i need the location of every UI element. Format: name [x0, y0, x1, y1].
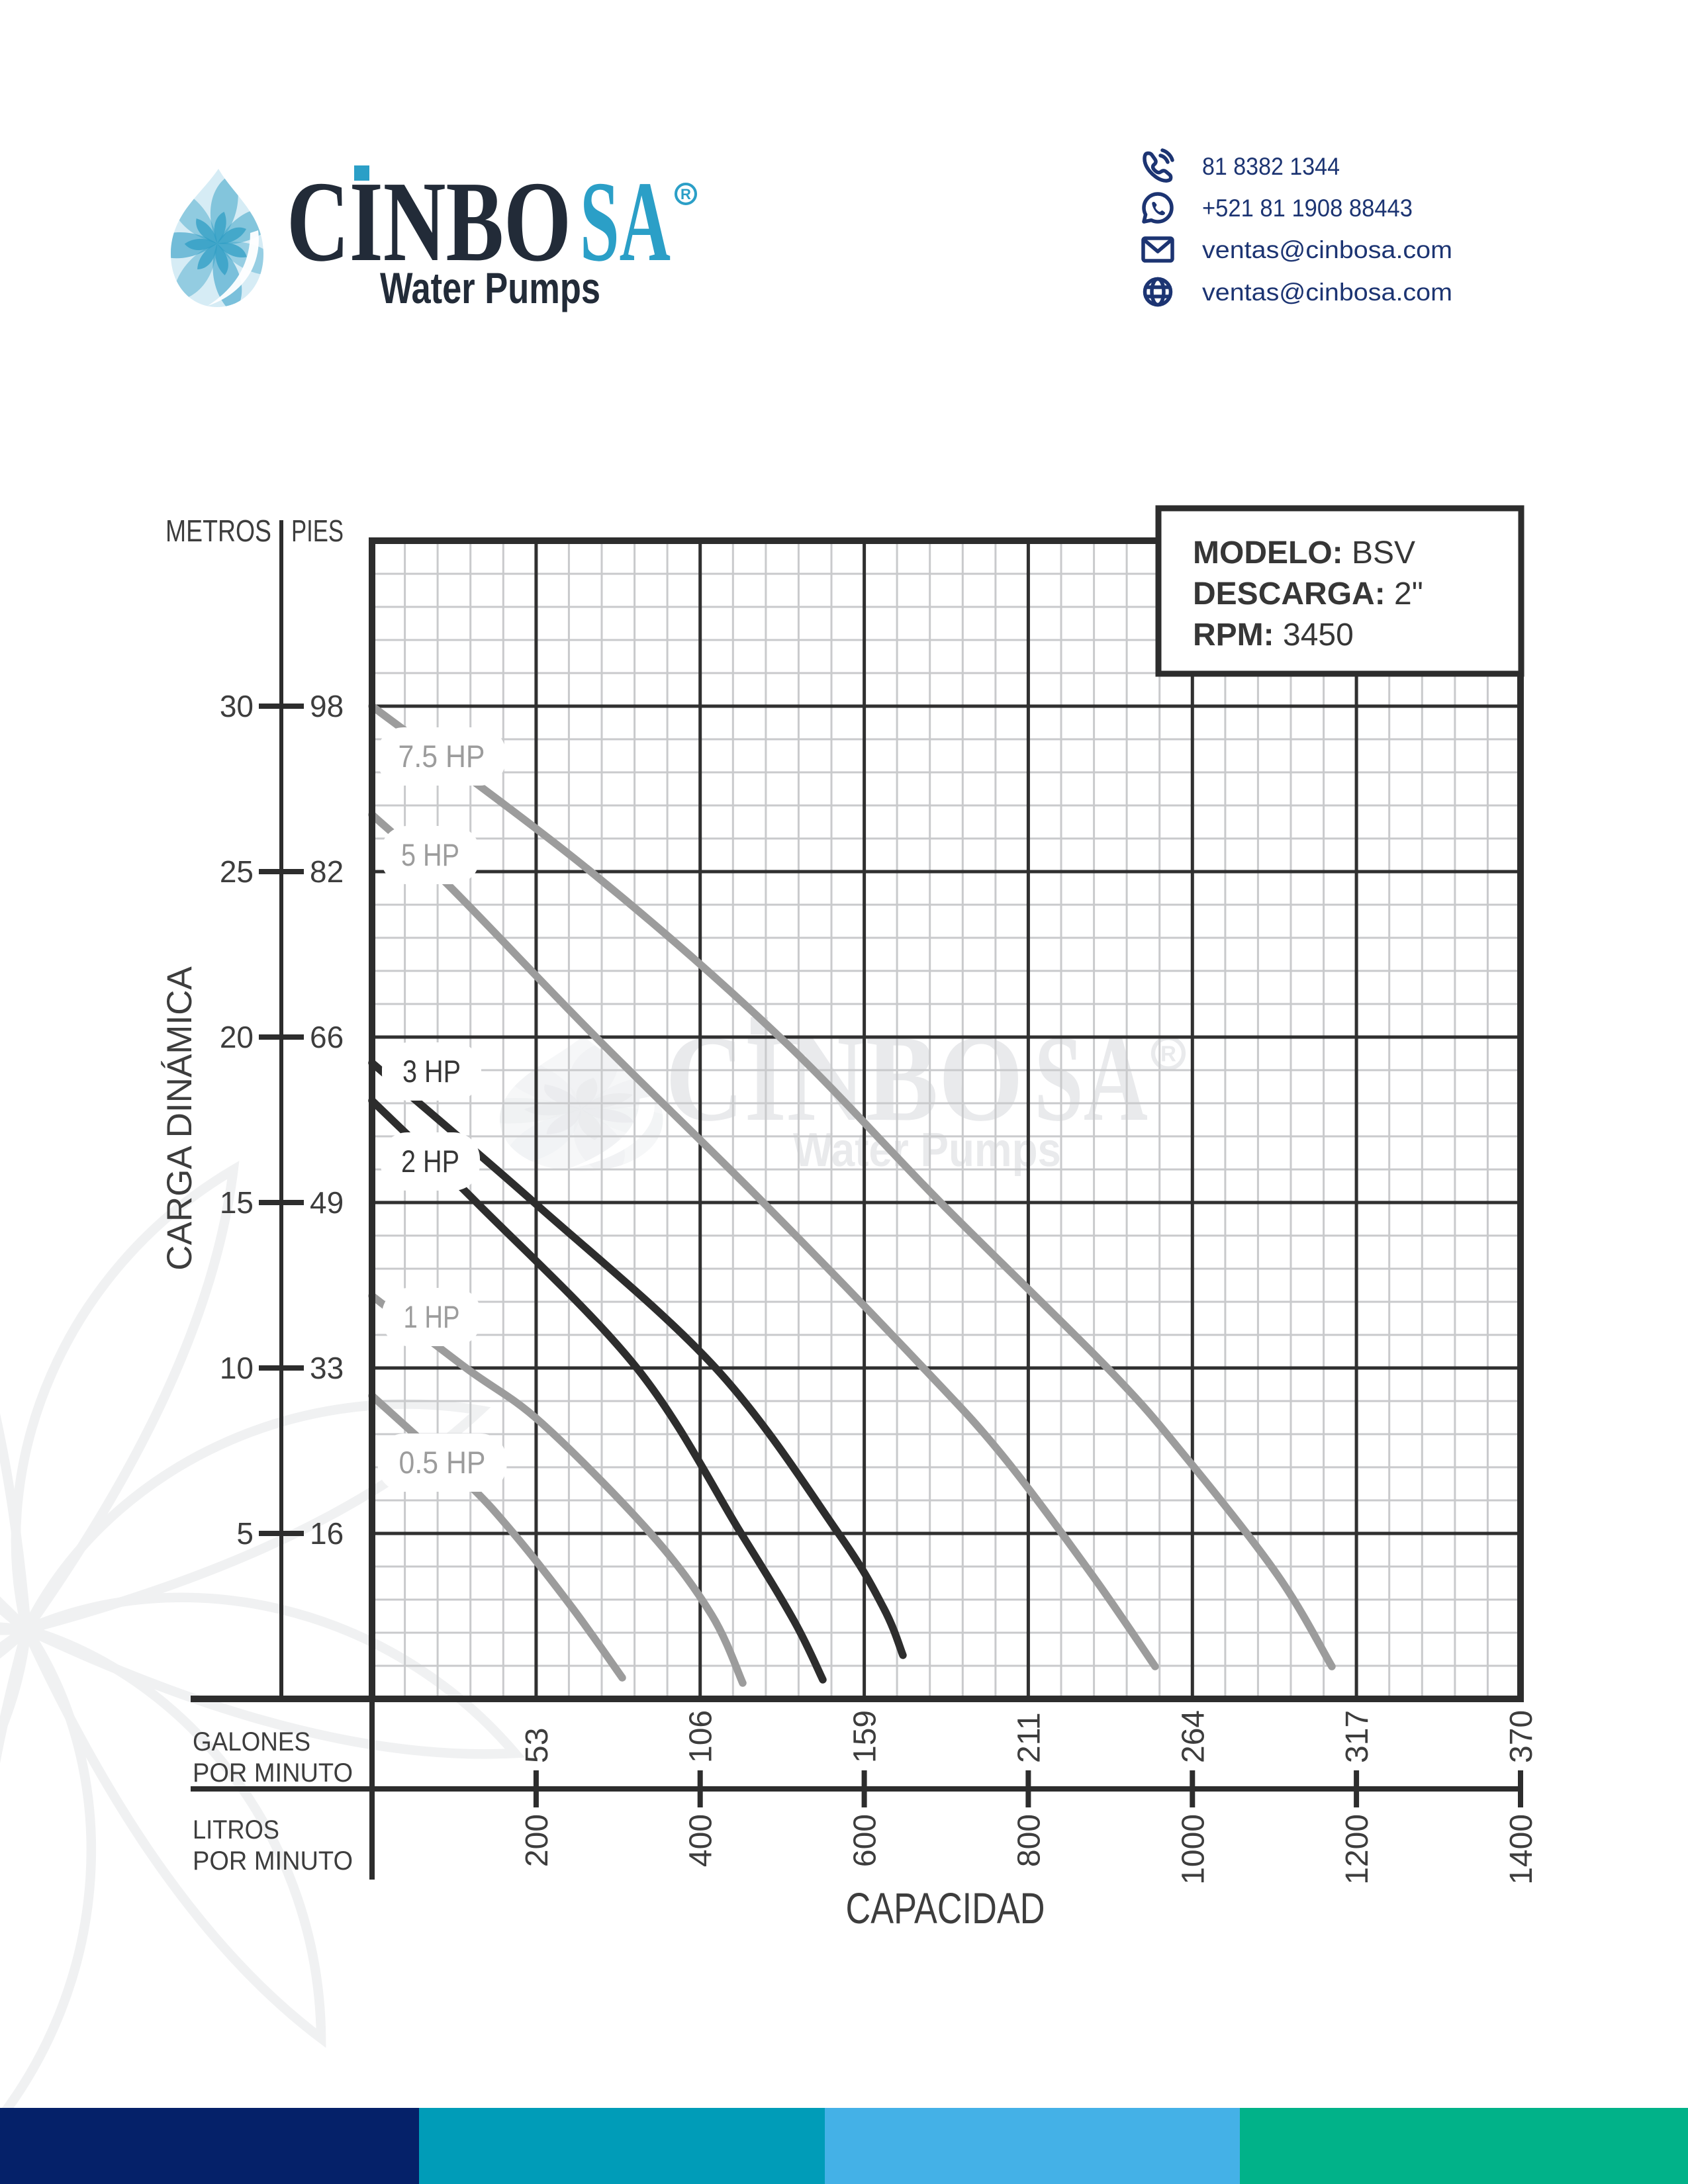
svg-text:98: 98: [310, 689, 344, 723]
svg-text:LITROS: LITROS: [193, 1815, 279, 1844]
svg-text:CINBO: CINBO: [665, 1010, 1023, 1147]
svg-text:+521 81 1908 88443: +521 81 1908 88443: [1202, 195, 1413, 222]
svg-text:3 HP: 3 HP: [402, 1054, 461, 1089]
svg-text:Water Pumps: Water Pumps: [793, 1124, 1061, 1177]
svg-text:CARGA DINÁMICA: CARGA DINÁMICA: [160, 966, 199, 1271]
svg-text:66: 66: [310, 1020, 344, 1054]
svg-text:53: 53: [520, 1728, 555, 1763]
svg-text:600: 600: [848, 1814, 883, 1867]
svg-text:1 HP: 1 HP: [404, 1299, 460, 1334]
svg-text:ventas@cinbosa.com: ventas@cinbosa.com: [1202, 279, 1452, 306]
svg-text:1200: 1200: [1340, 1814, 1375, 1885]
svg-text:317: 317: [1340, 1710, 1375, 1763]
svg-text:16: 16: [310, 1516, 344, 1551]
svg-text:SA: SA: [580, 158, 671, 285]
svg-text:20: 20: [220, 1020, 254, 1054]
svg-text:METROS: METROS: [165, 514, 271, 548]
svg-text:Water Pumps: Water Pumps: [380, 263, 600, 312]
svg-text:R: R: [1160, 1041, 1176, 1066]
svg-text:5: 5: [236, 1516, 254, 1551]
svg-text:CINBO: CINBO: [287, 158, 571, 285]
svg-text:81 8382 1344: 81 8382 1344: [1202, 153, 1340, 180]
svg-text:ventas@cinbosa.com: ventas@cinbosa.com: [1202, 236, 1452, 263]
svg-text:PIES: PIES: [291, 514, 344, 548]
svg-text:106: 106: [684, 1710, 719, 1763]
svg-text:82: 82: [310, 854, 344, 889]
svg-text:1400: 1400: [1504, 1814, 1539, 1885]
svg-text:1000: 1000: [1176, 1814, 1211, 1885]
svg-text:200: 200: [520, 1814, 555, 1867]
svg-text:33: 33: [310, 1351, 344, 1385]
svg-text:POR MINUTO: POR MINUTO: [193, 1846, 353, 1876]
svg-text:49: 49: [310, 1185, 344, 1220]
svg-text:0.5 HP: 0.5 HP: [399, 1445, 486, 1480]
svg-text:RPM: 3450: RPM: 3450: [1193, 617, 1354, 653]
svg-text:400: 400: [684, 1814, 719, 1867]
svg-text:R: R: [680, 186, 691, 203]
svg-text:159: 159: [848, 1710, 883, 1763]
svg-text:5 HP: 5 HP: [401, 837, 459, 872]
svg-text:30: 30: [220, 689, 254, 723]
svg-text:10: 10: [220, 1351, 254, 1385]
svg-text:DESCARGA: 2": DESCARGA: 2": [1193, 576, 1423, 612]
svg-text:211: 211: [1011, 1712, 1047, 1763]
svg-text:POR MINUTO: POR MINUTO: [193, 1758, 353, 1788]
svg-text:CAPACIDAD: CAPACIDAD: [846, 1884, 1045, 1933]
svg-text:2 HP: 2 HP: [401, 1144, 459, 1179]
svg-text:MODELO: BSV: MODELO: BSV: [1193, 535, 1415, 570]
svg-text:15: 15: [220, 1185, 254, 1220]
svg-text:7.5 HP: 7.5 HP: [399, 739, 485, 774]
svg-text:SA: SA: [1034, 1010, 1148, 1147]
svg-text:800: 800: [1011, 1814, 1047, 1867]
svg-text:25: 25: [220, 854, 254, 889]
svg-text:GALONES: GALONES: [193, 1727, 310, 1756]
svg-text:370: 370: [1504, 1710, 1539, 1763]
svg-text:264: 264: [1176, 1710, 1211, 1763]
